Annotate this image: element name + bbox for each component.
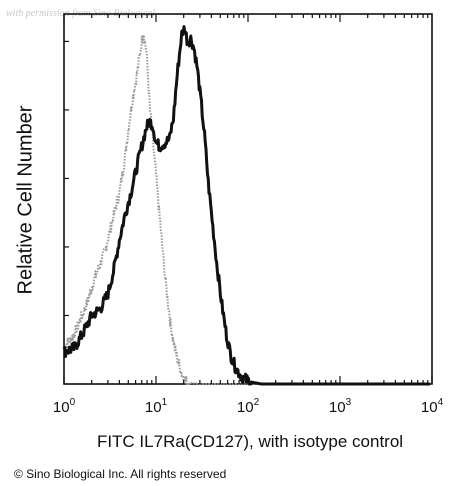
x-tick-label-1: 101 [145, 397, 168, 416]
plot-border [63, 13, 433, 385]
x-axis-label: FITC IL7Ra(CD127), with isotype control [96, 432, 404, 451]
plot-frame [63, 13, 433, 385]
copyright-notice: © Sino Biological Inc. All rights reserv… [14, 467, 227, 481]
isotype-control-histogram [63, 34, 430, 385]
series-layer [62, 25, 430, 386]
x-tick-label-4: 104 [421, 397, 444, 416]
il7ra-histogram [62, 25, 430, 386]
x-tick-label-3: 103 [329, 397, 352, 416]
x-tick-label-0: 100 [53, 397, 76, 416]
y-axis-label: Relative Cell Number [14, 105, 37, 295]
x-axis-ticks: 100 101 102 103 104 [53, 14, 444, 416]
x-tick-label-2: 102 [237, 397, 260, 416]
